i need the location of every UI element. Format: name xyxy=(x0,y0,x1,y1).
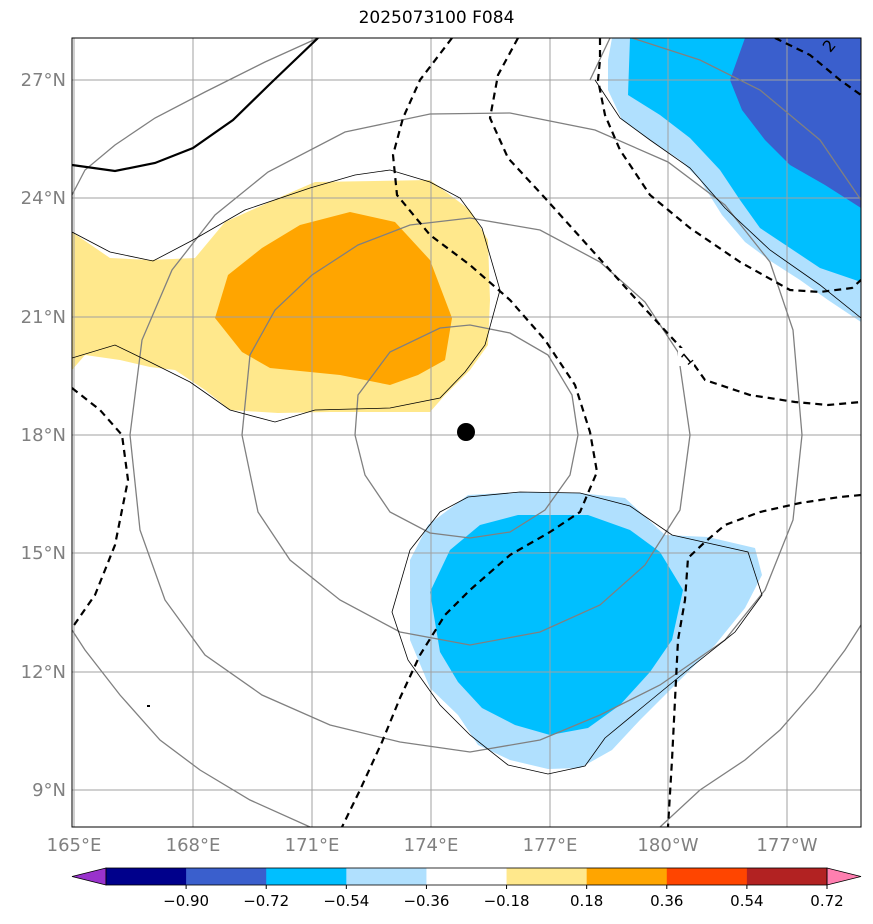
colorbar-tick-label: 0.36 xyxy=(650,892,683,910)
map-frame xyxy=(71,37,862,828)
longitude-axis: 165°E 168°E 171°E 174°E 177°E 180°W 177°… xyxy=(47,835,818,856)
colorbar-extend-low xyxy=(71,867,107,886)
positive-anomaly-strong xyxy=(215,212,452,385)
lat-label-18n: 18°N xyxy=(21,425,66,446)
range-rings xyxy=(72,38,861,827)
colorbar-segment xyxy=(186,868,267,885)
colorbar-segment xyxy=(506,868,588,885)
colorbar-segment xyxy=(346,868,427,885)
lon-label-177e: 177°E xyxy=(523,835,578,856)
colorbar-segment xyxy=(426,868,508,885)
solid-contour-nw xyxy=(72,38,319,173)
colorbar-tick-label: −0.36 xyxy=(403,892,449,910)
lon-label-171e: 171°E xyxy=(285,835,340,856)
lon-label-177w: 177°W xyxy=(756,835,817,856)
storm-center-marker xyxy=(457,423,475,441)
colorbar-tick-label: 0.54 xyxy=(730,892,763,910)
dashed-contours xyxy=(72,38,861,827)
colorbar-tick-label: −0.72 xyxy=(243,892,289,910)
lat-label-15n: 15°N xyxy=(21,543,66,564)
lon-label-168e: 168°E xyxy=(166,835,221,856)
colorbar-tick-label: 0.72 xyxy=(810,892,843,910)
lat-label-24n: 24°N xyxy=(21,188,66,209)
colorbar-tick-label: 0.18 xyxy=(570,892,603,910)
colorbar: −0.90 −0.72 −0.54 −0.36 −0.18 0.18 0.36 0.54 0.7… xyxy=(71,867,862,910)
colorbar-tick-label: −0.18 xyxy=(484,892,530,910)
latitude-axis: 27°N 24°N 21°N 18°N 15°N 12°N 9°N xyxy=(21,70,66,801)
colorbar-tick-label: −0.90 xyxy=(163,892,209,910)
colorbar-tick-label: −0.54 xyxy=(323,892,369,910)
colorbar-segment xyxy=(746,868,828,885)
colorbar-extend-high xyxy=(826,867,862,886)
colorbar-segment xyxy=(106,868,187,885)
lon-label-180w: 180°W xyxy=(637,835,698,856)
map-area: 1 2 xyxy=(72,38,861,827)
colorbar-segment xyxy=(266,868,347,885)
lat-label-27n: 27°N xyxy=(21,70,66,91)
lon-label-174e: 174°E xyxy=(404,835,459,856)
lat-label-9n: 9°N xyxy=(32,780,66,801)
map-title: 2025073100 F084 xyxy=(358,8,515,28)
colorbar-segment xyxy=(586,868,668,885)
lat-label-12n: 12°N xyxy=(21,662,66,683)
lat-label-21n: 21°N xyxy=(21,307,66,328)
colorbar-frame xyxy=(105,867,828,886)
colorbar-segment xyxy=(666,868,748,885)
lon-label-165e: 165°E xyxy=(47,835,102,856)
